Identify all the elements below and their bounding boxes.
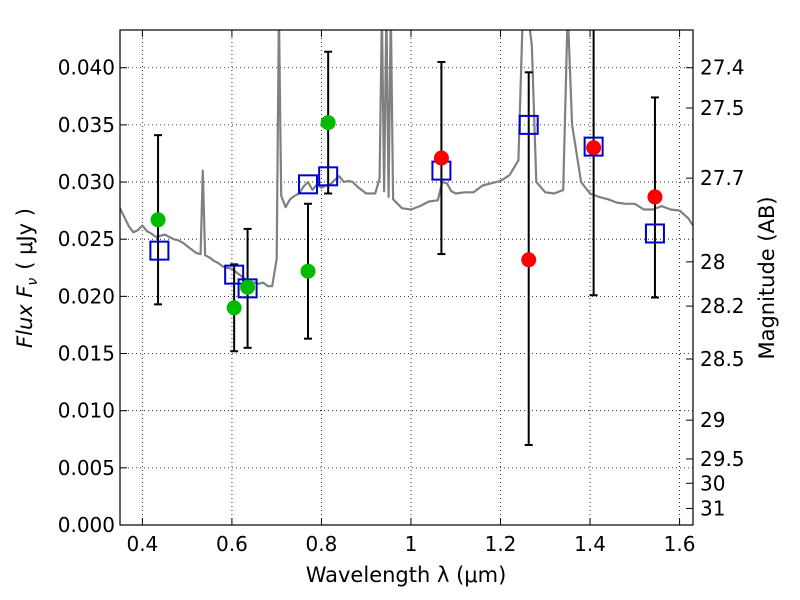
y-tick-label: 0.030 <box>58 170 115 194</box>
x-tick-label: 1.6 <box>664 532 696 556</box>
y-axis-label-right: Magnitude (AB) <box>755 196 779 359</box>
red-photometry-point <box>586 140 602 156</box>
y-tick-label: 0.000 <box>58 513 115 537</box>
mag-tick-label: 28 <box>700 250 725 274</box>
y-axis-label-units: ( μJy ) <box>13 208 37 270</box>
x-tick-label: 0.6 <box>216 532 248 556</box>
x-axis-label: Wavelength λ (μm) <box>306 563 507 587</box>
y-tick-label: 0.010 <box>58 399 115 423</box>
mag-tick-label: 28.2 <box>700 294 745 318</box>
mag-tick-label: 29 <box>700 408 725 432</box>
y-tick-label: 0.015 <box>58 342 115 366</box>
error-bars <box>154 30 659 446</box>
green-photometry-point <box>300 263 316 279</box>
y-tick-label: 0.035 <box>58 113 115 137</box>
green-photometry-point <box>320 115 336 131</box>
y-tick-label: 0.040 <box>58 56 115 80</box>
mag-tick-label: 27.5 <box>700 96 745 120</box>
red-photometry-point <box>521 252 537 268</box>
model-photometry-square <box>149 240 170 261</box>
mag-tick-label: 30 <box>700 471 725 495</box>
y-axis-label-main: Flux F <box>13 285 37 348</box>
green-photometry-point <box>226 300 242 316</box>
grid-lines <box>120 30 693 526</box>
green-photometry-point <box>150 212 166 228</box>
x-tick-label: 1.4 <box>574 532 606 556</box>
y-tick-label: 0.025 <box>58 227 115 251</box>
x-tick-label: 1 <box>405 532 418 556</box>
x-tick-label: 0.8 <box>306 532 338 556</box>
x-axis: 0.4 0.6 0.8 1 1.2 1.4 1.6 <box>126 30 695 556</box>
model-spectrum <box>120 30 693 288</box>
model-photometry-square <box>644 223 665 244</box>
red-photometry-point <box>433 150 449 166</box>
spectrum-line <box>120 30 693 288</box>
x-tick-label: 1.2 <box>485 532 517 556</box>
mag-tick-label: 28.5 <box>700 347 745 371</box>
y-axis-label-sub: ν <box>25 278 41 286</box>
model-photometry-square <box>583 136 604 157</box>
model-photometry-square <box>224 264 245 285</box>
green-photometry-point <box>240 279 256 295</box>
y-axis-left: 0.000 0.005 0.010 0.015 0.020 0.025 0.030 0.035… <box>58 56 127 537</box>
plot-frame <box>119 29 694 526</box>
red-photometry-point <box>647 189 663 205</box>
y-tick-label: 0.005 <box>58 456 115 480</box>
model-photometry-square <box>237 278 258 299</box>
model-photometry-square <box>318 166 339 187</box>
mag-tick-label: 31 <box>700 496 725 520</box>
model-photometry-square <box>518 114 539 135</box>
mag-tick-label: 29.5 <box>700 447 745 471</box>
y-tick-label: 0.020 <box>58 284 115 308</box>
x-tick-label: 0.4 <box>126 532 158 556</box>
y-axis-label: Flux Fν ( μJy ) <box>13 208 41 348</box>
data-markers <box>149 114 665 316</box>
mag-tick-label: 27.7 <box>700 166 745 190</box>
mag-tick-label: 27.4 <box>700 56 745 80</box>
model-photometry-square <box>298 174 319 195</box>
